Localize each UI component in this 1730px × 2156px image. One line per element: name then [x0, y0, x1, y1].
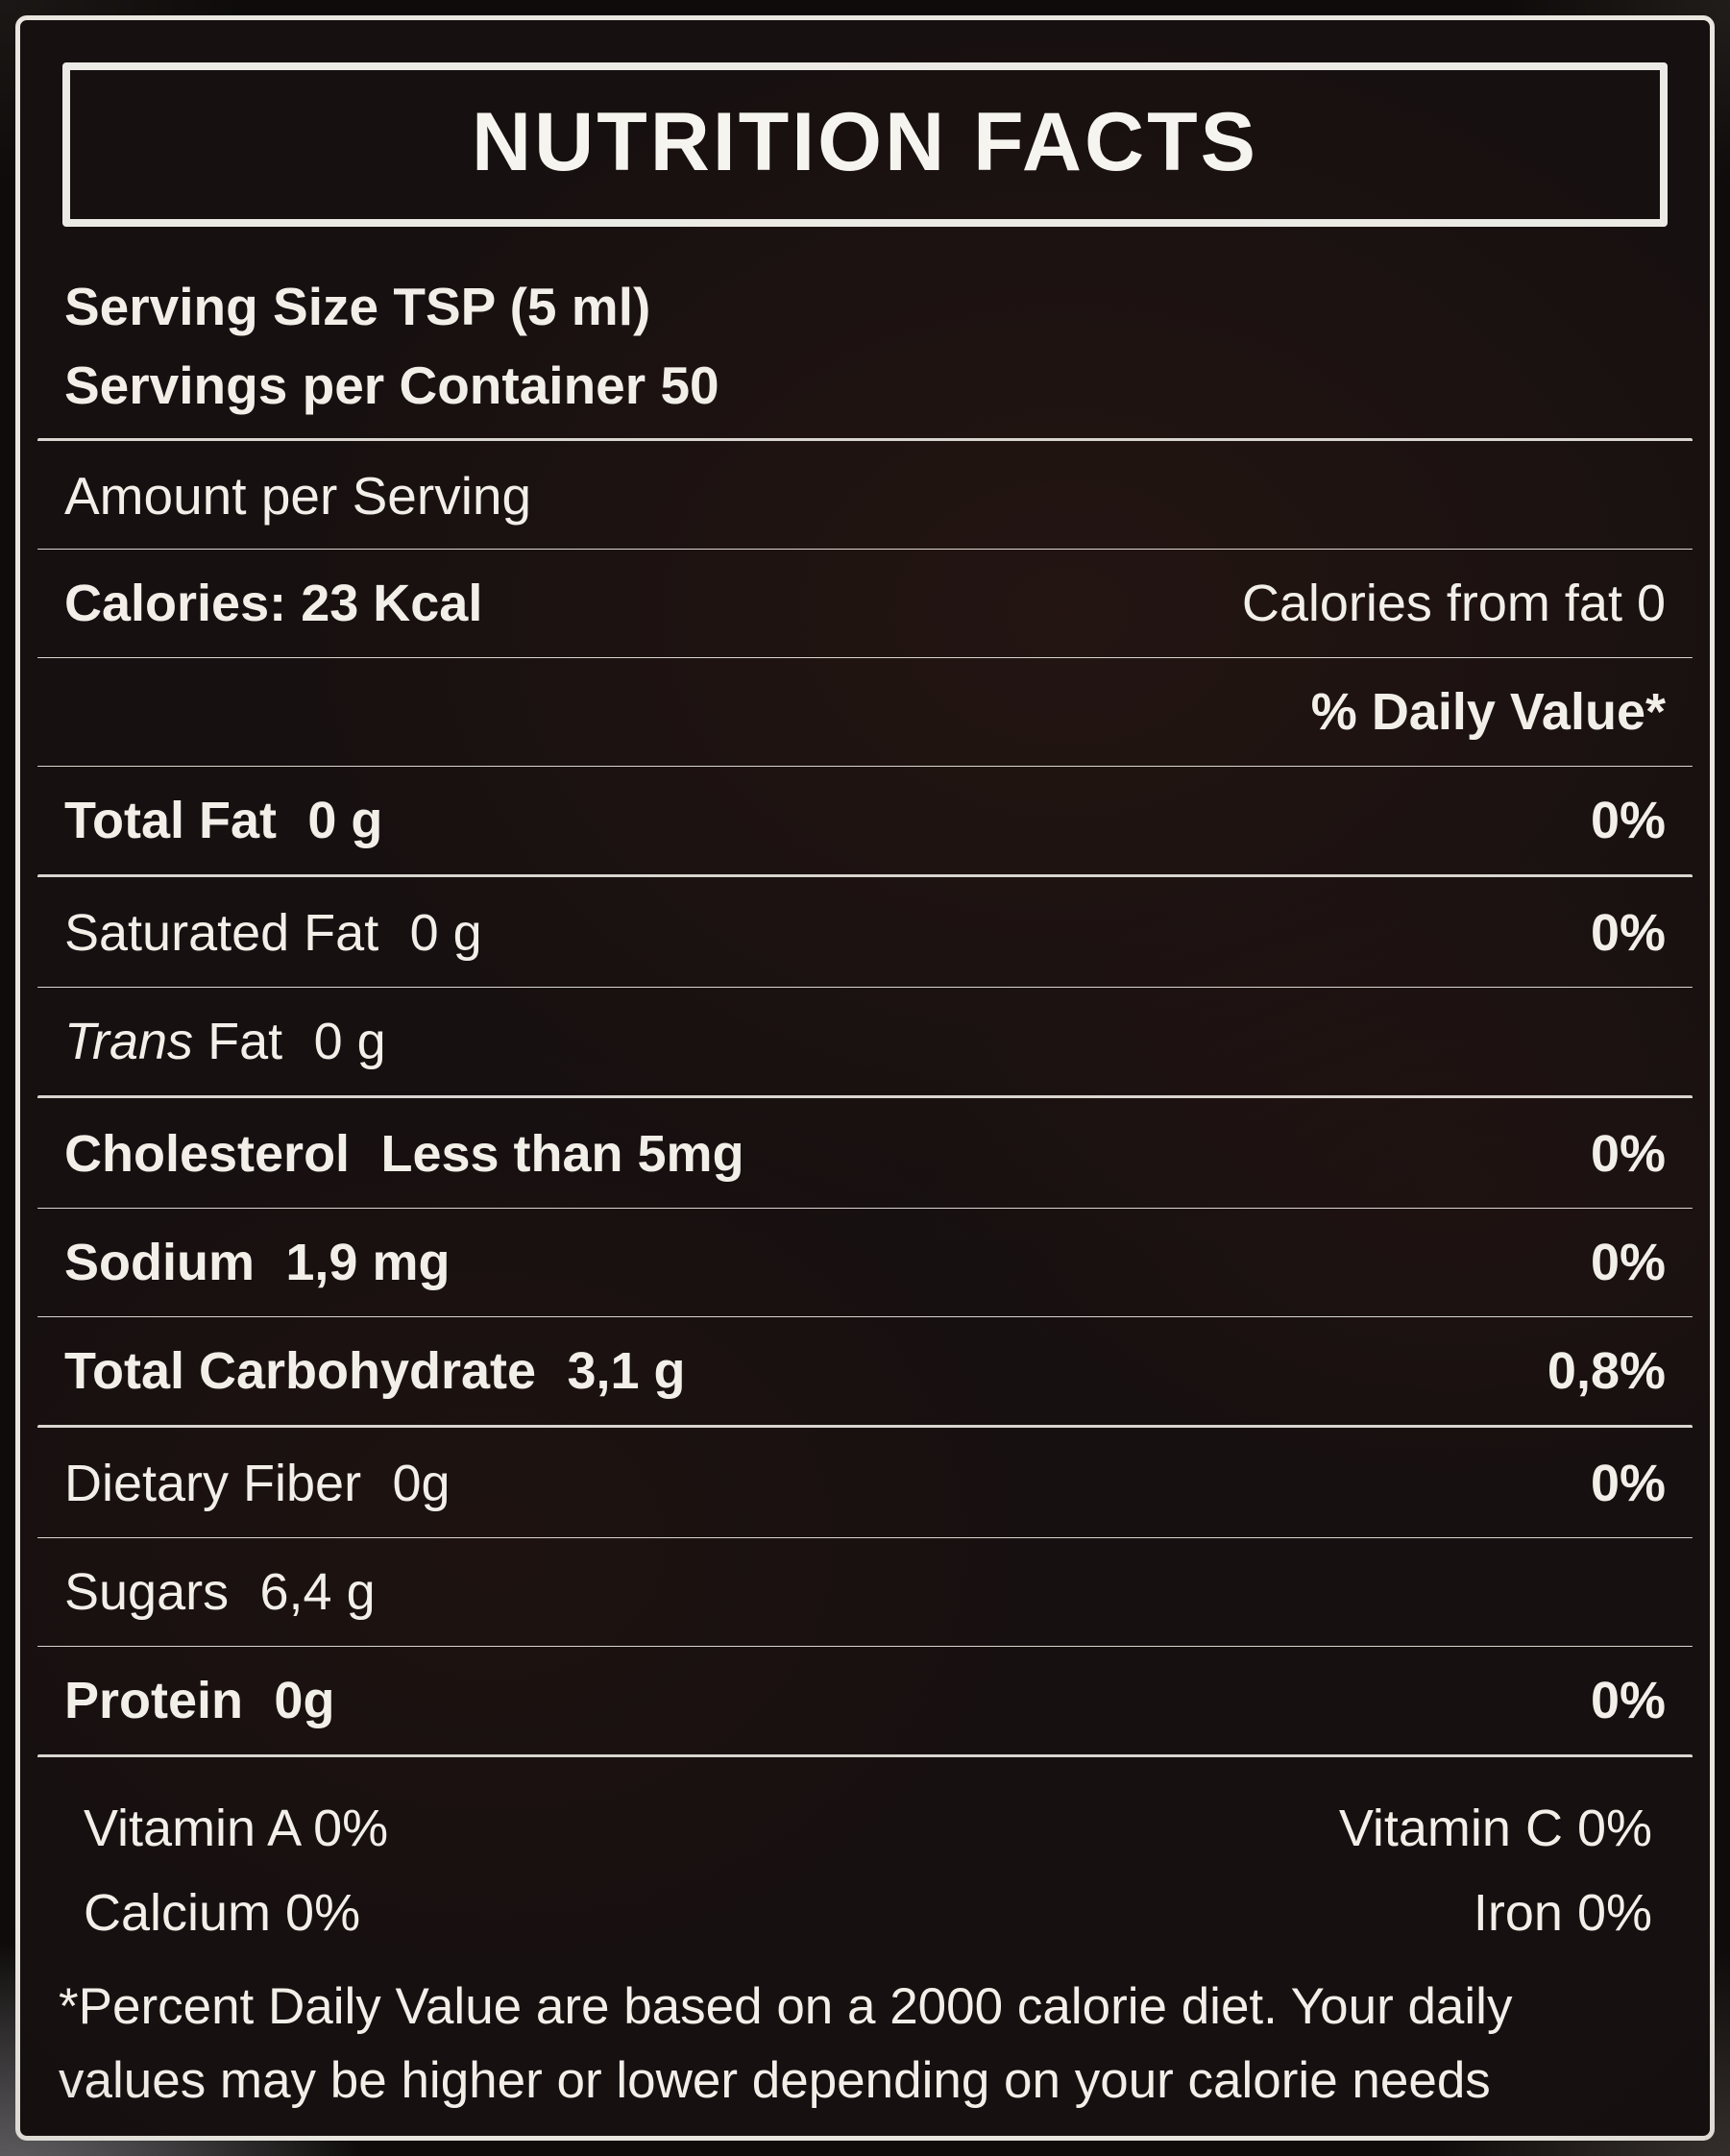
nutrient-amount: 6,4 g: [259, 1563, 376, 1622]
divider-thick: [37, 874, 1693, 880]
serving-size: Serving Size TSP (5 ml): [64, 277, 651, 336]
nutrient-row-trans-fat: Trans Fat 0 g: [20, 1001, 1710, 1082]
nutrient-name: Dietary Fiber: [64, 1455, 362, 1513]
divider: [37, 1208, 1693, 1210]
nutrient-row-sugars: Sugars 6,4 g: [20, 1552, 1710, 1632]
divider-thick: [37, 1425, 1693, 1431]
micronutrients-section: Vitamin A 0% Vitamin C 0% Calcium 0% Iro…: [20, 1786, 1710, 1955]
nutrient-name: Saturated Fat: [64, 904, 379, 963]
nutrient-dv: 0%: [1590, 1234, 1666, 1292]
nutrient-row-protein: Protein 0g 0%: [20, 1660, 1710, 1741]
nutrient-row-saturated-fat: Saturated Fat 0 g 0%: [20, 893, 1710, 973]
iron: Iron 0%: [1473, 1884, 1652, 1943]
nutrient-name-prefix: Trans: [64, 1013, 194, 1071]
nutrient-dv: 0%: [1590, 1672, 1666, 1730]
micronutrient-row: Calcium 0% Iron 0%: [20, 1871, 1710, 1955]
nutrient-amount: 0g: [274, 1672, 335, 1730]
nutrition-label: NUTRITION FACTS Serving Size TSP (5 ml) …: [15, 15, 1715, 2141]
nutrient-name: Total Fat: [64, 792, 277, 850]
nutrient-row-total-fat: Total Fat 0 g 0%: [20, 780, 1710, 861]
vitamin-c: Vitamin C 0%: [1338, 1800, 1652, 1858]
divider: [37, 1537, 1693, 1539]
calories-label-value: Calories: 23 Kcal: [64, 574, 482, 633]
nutrient-amount: 1,9 mg: [285, 1234, 451, 1292]
nutrient-amount: 0 g: [409, 904, 482, 963]
micronutrient-row: Vitamin A 0% Vitamin C 0%: [20, 1786, 1710, 1871]
calcium: Calcium 0%: [84, 1884, 361, 1943]
nutrient-dv: 0%: [1590, 1455, 1666, 1513]
daily-value-footnote: *Percent Daily Value are based on a 2000…: [59, 1978, 1513, 2110]
nutrient-dv: 0%: [1590, 1125, 1666, 1184]
vitamin-a: Vitamin A 0%: [84, 1800, 389, 1858]
divider: [37, 656, 1693, 659]
divider: [37, 987, 1693, 989]
nutrient-amount: 0 g: [307, 792, 383, 850]
nutrient-dv: 0%: [1590, 792, 1666, 850]
nutrient-row-dietary-fiber: Dietary Fiber 0g 0%: [20, 1443, 1710, 1524]
nutrient-name: Sodium: [64, 1234, 255, 1292]
daily-value-header-row: % Daily Value*: [20, 672, 1710, 752]
divider: [37, 1316, 1693, 1318]
nutrient-dv: 0,8%: [1547, 1342, 1666, 1401]
nutrient-row-total-carbohydrate: Total Carbohydrate 3,1 g 0,8%: [20, 1331, 1710, 1411]
nutrient-name: Fat: [207, 1013, 283, 1071]
divider-thick: [37, 1754, 1693, 1760]
nutrient-name: Cholesterol: [64, 1125, 351, 1184]
divider-thick: [37, 438, 1693, 443]
divider: [37, 1646, 1693, 1648]
divider: [37, 766, 1693, 768]
nutrient-amount: Less than 5mg: [380, 1125, 744, 1184]
servings-per-container: Servings per Container 50: [64, 355, 719, 415]
nutrient-row-cholesterol: Cholesterol Less than 5mg 0%: [20, 1114, 1710, 1194]
divider-thick: [37, 1095, 1693, 1101]
nutrient-amount: 3,1 g: [567, 1342, 686, 1401]
nutrient-name: Total Carbohydrate: [64, 1342, 537, 1401]
nutrient-name: Sugars: [64, 1563, 230, 1622]
nutrient-amount: 0 g: [313, 1013, 386, 1071]
nutrient-dv: 0%: [1590, 904, 1666, 963]
nutrient-name: Protein: [64, 1672, 244, 1730]
calories-label: Calories:: [64, 574, 287, 632]
title-box: NUTRITION FACTS: [62, 62, 1668, 227]
label-title: NUTRITION FACTS: [472, 96, 1258, 188]
divider: [37, 548, 1693, 550]
calories-row: Calories: 23 Kcal Calories from fat 0: [20, 563, 1710, 644]
calories-value: 23 Kcal: [301, 574, 483, 632]
calories-from-fat: Calories from fat 0: [1241, 574, 1666, 632]
nutrient-row-sodium: Sodium 1,9 mg 0%: [20, 1222, 1710, 1303]
nutrient-amount: 0g: [392, 1455, 451, 1513]
amount-per-serving: Amount per Serving: [64, 465, 532, 526]
daily-value-header: % Daily Value*: [1310, 683, 1666, 742]
